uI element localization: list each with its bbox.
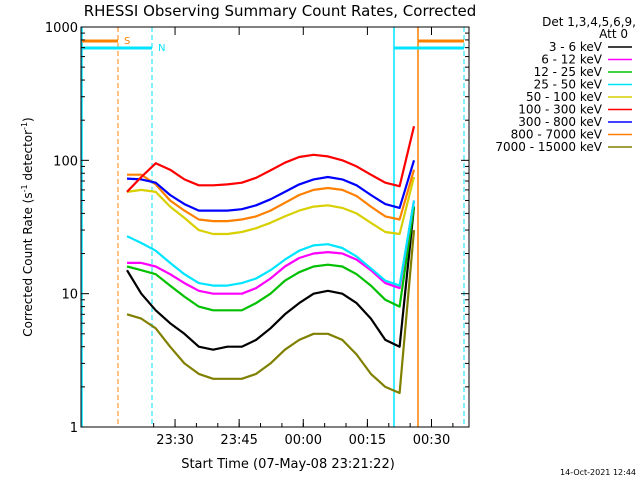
- flags-layer: SN: [81, 27, 465, 427]
- legend-label: 3 - 6 keV: [549, 40, 603, 54]
- legend-label: 12 - 25 keV: [534, 65, 603, 79]
- legend-header-line2: Att 0: [599, 27, 628, 41]
- night-flag-label: N: [158, 43, 165, 54]
- y-axis-label-sup2: -1: [20, 122, 29, 130]
- y-tick-label: 100: [53, 154, 78, 169]
- legend-label: 50 - 100 keV: [526, 90, 603, 104]
- x-tick-label: 00:15: [349, 433, 386, 448]
- legend-label: 100 - 300 keV: [518, 103, 602, 117]
- series-line-7: [126, 159, 416, 212]
- x-tick-label: 23:45: [220, 433, 257, 448]
- series-line-2: [127, 200, 416, 295]
- series-line-4: [126, 200, 416, 287]
- timestamp: 14-Oct-2021 12:44: [560, 468, 636, 477]
- x-axis-label: Start Time (07-May-08 23:21:22): [181, 457, 395, 472]
- chart-title: RHESSI Observing Summary Count Rates, Co…: [84, 2, 477, 20]
- y-axis-label-main: Corrected Count Rate (s: [21, 192, 35, 336]
- legend-label: 800 - 7000 keV: [511, 128, 603, 142]
- y-tick-label: 1: [70, 421, 78, 436]
- y-axis-label: Corrected Count Rate (s-1 detector-1): [20, 117, 35, 336]
- legend-label: 6 - 12 keV: [541, 53, 603, 67]
- series-line-5: [126, 176, 416, 236]
- y-axis-label-end: ): [21, 117, 35, 122]
- x-tick-label: 23:30: [156, 433, 193, 448]
- legend-label: 300 - 800 keV: [518, 115, 602, 129]
- x-tick-label: 00:00: [285, 433, 322, 448]
- y-axis-label-sup1: -1: [20, 184, 29, 192]
- saa-flag-label: S: [124, 36, 130, 47]
- series-line-8: [127, 169, 416, 223]
- legend-header-line1: Det 1,3,4,5,6,9,: [542, 15, 636, 29]
- y-axis-label-mid: detector: [21, 130, 35, 185]
- series-line-9: [126, 230, 416, 395]
- x-tick-label: 00:30: [413, 433, 450, 448]
- plot-frame: [80, 26, 470, 428]
- x-axis-ticks: 23:30 23:45 00:00 00:15 00:30: [153, 27, 454, 448]
- series-layer: [126, 126, 416, 395]
- series-line-6: [126, 126, 416, 193]
- y-axis-ticks: 1 10 100 1000: [45, 21, 469, 436]
- series-line-1: [126, 206, 416, 351]
- legend-label: 25 - 50 keV: [534, 78, 603, 92]
- y-tick-label: 1000: [45, 21, 78, 36]
- series-line-3: [126, 206, 416, 312]
- legend-label: 7000 - 15000 keV: [495, 140, 602, 154]
- y-tick-label: 10: [61, 288, 78, 303]
